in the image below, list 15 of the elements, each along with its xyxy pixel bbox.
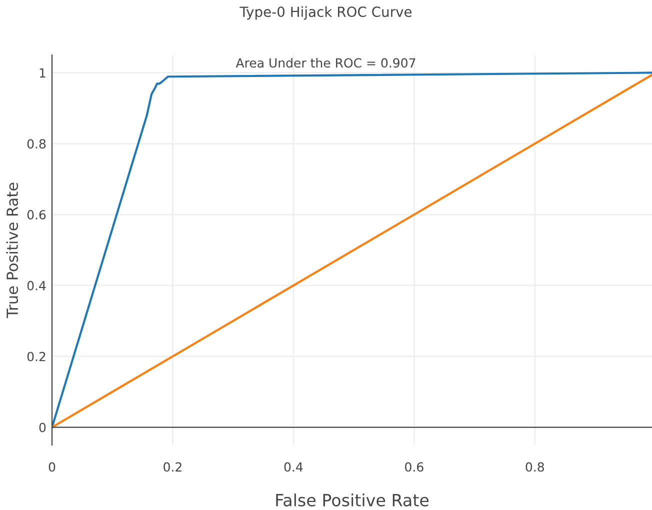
y-tick-label: 0 [39,422,46,432]
x-tick-label: 0 [48,462,56,472]
y-tick-label: 0.6 [27,210,46,220]
y-tick-label: 0.8 [27,139,46,149]
x-tick-label: 0.8 [526,462,544,472]
x-axis-title: False Positive Rate [276,494,429,506]
x-tick-label: 0.2 [164,462,182,472]
y-axis-title: True Positive Rate [6,182,18,318]
y-tick-label: 0.4 [27,280,46,290]
y-tick-label: 1 [40,68,46,78]
x-tick-label: 0.6 [405,462,424,472]
annotation: Area Under the ROC = 0.907 [236,58,416,68]
y-tick-label: 0.2 [27,352,46,362]
x-tick-label: 0.4 [284,462,303,472]
chart-title: Type-0 Hijack ROC Curve [240,6,412,20]
